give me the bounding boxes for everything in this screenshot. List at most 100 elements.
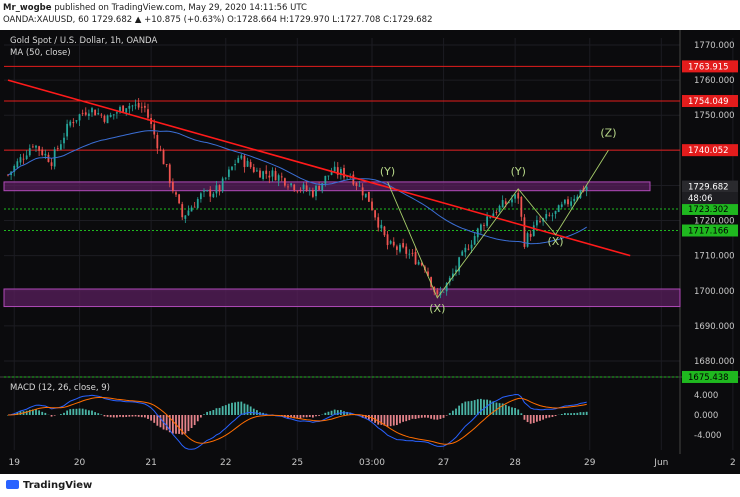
current-price-label: 1729.682 (688, 183, 729, 193)
candle-body (131, 105, 134, 107)
macd-histogram-bar (377, 415, 380, 425)
candle-body (72, 122, 75, 124)
candle-body (94, 109, 97, 116)
candle-body (97, 113, 100, 115)
candle (252, 163, 255, 174)
candle (22, 153, 25, 165)
candle (302, 182, 305, 194)
macd-histogram-bar (199, 415, 202, 418)
candle (94, 109, 97, 116)
macd-histogram-bar (439, 415, 442, 419)
candle-body (315, 185, 317, 197)
candle-body (231, 166, 233, 170)
tradingview-logo[interactable]: TradingView (6, 480, 92, 491)
time-tick-label: 27 (438, 458, 449, 468)
candle (399, 242, 401, 254)
candle-body (355, 183, 358, 187)
candle (131, 104, 134, 112)
macd-histogram-bar (305, 415, 308, 418)
candle (63, 132, 65, 149)
candle-body (81, 112, 84, 114)
candle-body (414, 252, 417, 265)
red-level-label: 1740.052 (688, 146, 729, 156)
candle (529, 230, 532, 241)
candle (265, 165, 268, 179)
candle (283, 177, 286, 188)
candle-body (495, 211, 498, 214)
candle-body (69, 121, 72, 126)
candle-body (246, 160, 249, 167)
candle (548, 212, 551, 217)
macd-histogram-bar (159, 415, 162, 428)
candle-body (268, 175, 271, 178)
countdown-label: 48:06 (688, 194, 713, 204)
candle-body (255, 170, 258, 172)
candle (162, 148, 165, 165)
candle-body (25, 155, 28, 159)
candle (386, 231, 389, 250)
candle (159, 145, 162, 152)
macd-histogram-bar (548, 415, 551, 418)
price-tick-label: 1700.000 (694, 287, 735, 297)
candle (153, 119, 156, 139)
wave-path[interactable] (387, 150, 609, 299)
macd-histogram-bar (209, 411, 212, 415)
candle-body (234, 163, 237, 166)
candle (218, 184, 221, 196)
candle-body (63, 137, 65, 144)
resistance-zone[interactable] (3, 288, 681, 308)
candle-body (91, 108, 93, 113)
publisher-name[interactable]: Mr_wogbe (3, 3, 52, 13)
candle-body (507, 202, 510, 203)
candle (35, 144, 37, 152)
candle (498, 204, 501, 213)
candle (249, 159, 252, 169)
macd-histogram-bar (585, 411, 588, 415)
trendline[interactable] (7, 79, 631, 257)
candle (259, 167, 261, 178)
candle (501, 195, 504, 208)
macd-histogram-bar (551, 415, 554, 417)
macd-histogram-bar (134, 415, 137, 417)
macd-histogram-bar (501, 403, 504, 415)
candle-body (290, 183, 293, 186)
candle (227, 166, 230, 180)
candle-body (492, 213, 495, 218)
time-tick-label: Jun (653, 458, 668, 468)
price-chart[interactable]: (Y) (X) (Y) (X) (Z) 1680.000 1690.000 1700.000… (0, 30, 740, 474)
macd-histogram-bar (94, 412, 97, 415)
footer-bar: TradingView (0, 474, 740, 497)
macd-histogram-bar (570, 413, 573, 415)
candle-body (280, 176, 283, 178)
resistance-zone[interactable] (3, 181, 651, 192)
candle-body (140, 106, 143, 108)
candle-body (430, 277, 433, 287)
macd-histogram-bar (427, 415, 429, 418)
candle (467, 244, 470, 251)
candle (184, 215, 187, 224)
macd-histogram-bar (461, 403, 464, 415)
candle-body (458, 257, 461, 272)
macd-histogram-bar (402, 415, 405, 422)
candle-body (171, 181, 174, 192)
published-text: published on TradingView.com, May 29, 20… (51, 3, 307, 13)
candle (255, 167, 258, 172)
macd-histogram-bar (103, 415, 106, 417)
candle (143, 102, 146, 113)
macd-histogram-bar (330, 410, 333, 415)
wave-lines[interactable] (387, 150, 609, 299)
wave-label: (Z) (600, 126, 616, 139)
time-axis[interactable]: 19 20 21 22 25 03:00 27 28 29 Jun 2 (8, 458, 735, 468)
time-tick-label: 03:00 (359, 458, 385, 468)
candle-body (392, 241, 395, 246)
macd-histogram-bar (231, 402, 233, 415)
candle-body (529, 233, 532, 237)
macd-tick-label: 4.000 (694, 391, 718, 401)
price-axis[interactable]: 1680.000 1690.000 1700.000 1710.000 1720.000… (682, 41, 738, 441)
macd-histogram-bar (367, 415, 370, 420)
macd-histogram-bar (28, 409, 31, 415)
candle (75, 120, 78, 124)
wave-label: (X) (429, 302, 445, 315)
macd-histogram-bar (535, 415, 538, 422)
candle (377, 213, 380, 232)
